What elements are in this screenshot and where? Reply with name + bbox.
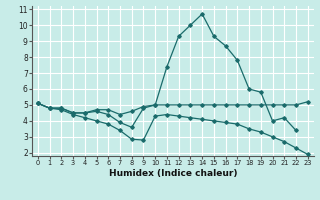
X-axis label: Humidex (Indice chaleur): Humidex (Indice chaleur) [108, 169, 237, 178]
